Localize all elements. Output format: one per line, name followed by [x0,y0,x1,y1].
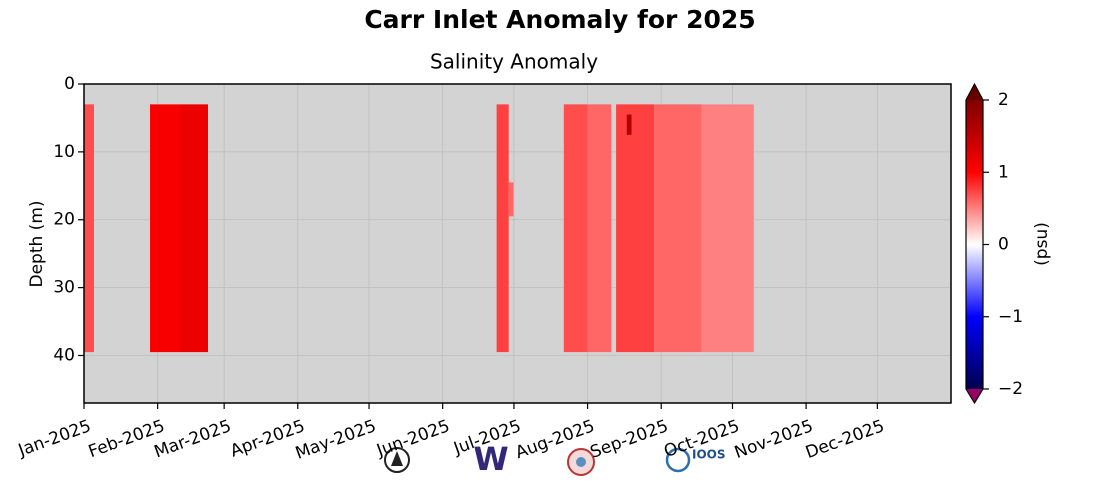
y-tick-label: 30 [53,278,75,298]
heat-cell [84,104,94,353]
logo [576,457,586,467]
x-tick-label: Sep-2025 [588,416,671,463]
colorbar-extend-high [966,84,983,100]
heat-cell [616,104,655,353]
colorbar-tick-label: −1 [998,307,1023,327]
colorbar [966,100,983,389]
colorbar-label: (psu) [1032,222,1052,266]
heat-cell [626,114,632,135]
plot-frame [83,83,952,404]
y-tick-label: 10 [53,142,75,162]
heat-cell [496,104,509,353]
heat-cell [654,104,702,353]
colorbar-tick-label: 1 [998,162,1009,182]
colorbar-tick-label: 0 [998,235,1009,255]
chart-subtitle: Salinity Anomaly [430,50,598,74]
heat-cell [587,104,612,353]
heat-cell [508,182,514,217]
heat-cell [701,104,754,353]
logos: W IOOS [384,440,726,478]
x-tick-label: Nov-2025 [732,416,816,463]
logo [665,447,691,473]
chart-title: Carr Inlet Anomaly for 2025 [364,5,755,34]
logo-text: IOOS [692,448,726,462]
x-tick-label: Dec-2025 [803,416,887,463]
x-tick-label: May-2025 [293,416,379,464]
heat-cell [179,104,208,353]
x-tick-label: Mar-2025 [152,416,234,462]
logo-text: W [473,440,508,478]
y-axis-label: Depth (m) [27,200,47,287]
x-tick-label: Jun-2025 [373,416,452,461]
y-tick-label: 0 [64,74,75,94]
colorbar-tick-label: 2 [998,90,1009,110]
plot-area [83,83,951,403]
heat-cell [563,104,588,353]
logo [391,451,403,466]
y-tick-label: 40 [53,345,75,365]
heat-cell [150,104,180,353]
y-tick-label: 20 [53,210,75,230]
colorbar-extend-low [966,389,983,403]
colorbar-tick-label: −2 [998,379,1023,399]
x-tick-label: Jan-2025 [15,416,94,461]
